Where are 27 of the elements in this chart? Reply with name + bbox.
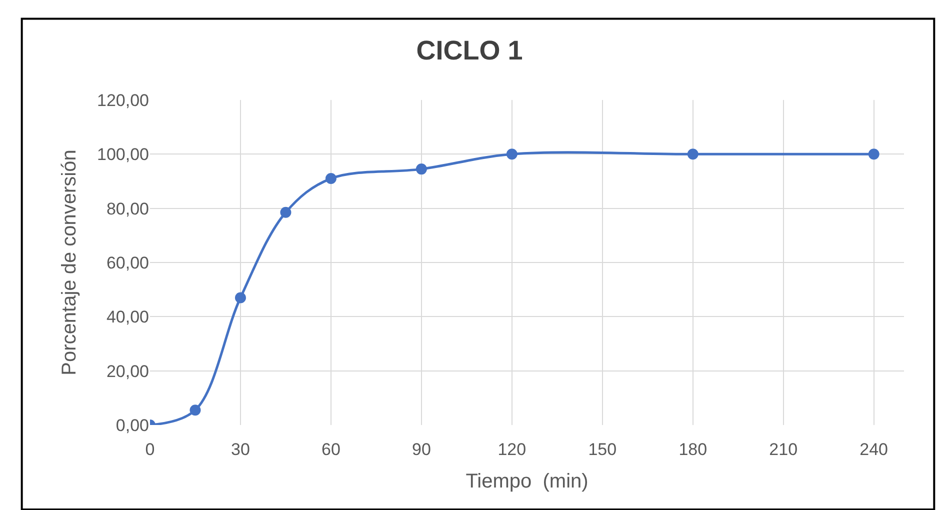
x-axis-title: Tiempo (min) xyxy=(466,470,588,492)
x-tick-label: 120 xyxy=(498,440,526,459)
x-tick-label: 0 xyxy=(145,440,155,459)
point xyxy=(687,148,698,160)
x-tick-label: 150 xyxy=(588,440,617,459)
point xyxy=(325,173,336,184)
y-tick-label: 120,00 xyxy=(97,90,149,110)
y-tick-label: 0,00 xyxy=(116,416,149,435)
x-tick-label: 90 xyxy=(412,440,431,459)
y-tick-label: 80,00 xyxy=(106,199,149,218)
y-tick-label: 60,00 xyxy=(106,253,149,272)
point xyxy=(280,206,292,218)
y-axis-title: Porcentaje de conversión xyxy=(58,150,80,376)
point xyxy=(506,148,518,160)
y-tick-label: 100,00 xyxy=(97,145,149,164)
chart-title: CICLO 1 xyxy=(416,36,523,66)
y-tick-label: 40,00 xyxy=(106,308,149,327)
x-tick-label: 180 xyxy=(678,440,708,459)
point xyxy=(190,404,201,416)
x-tick-label: 210 xyxy=(769,440,798,459)
point xyxy=(416,164,427,175)
x-tick-label: 60 xyxy=(322,440,340,459)
y-tick-label: 20,00 xyxy=(106,362,149,381)
x-tick-label: 240 xyxy=(860,440,888,459)
point xyxy=(234,292,246,304)
point xyxy=(868,148,880,160)
x-tick-label: 30 xyxy=(231,440,250,459)
